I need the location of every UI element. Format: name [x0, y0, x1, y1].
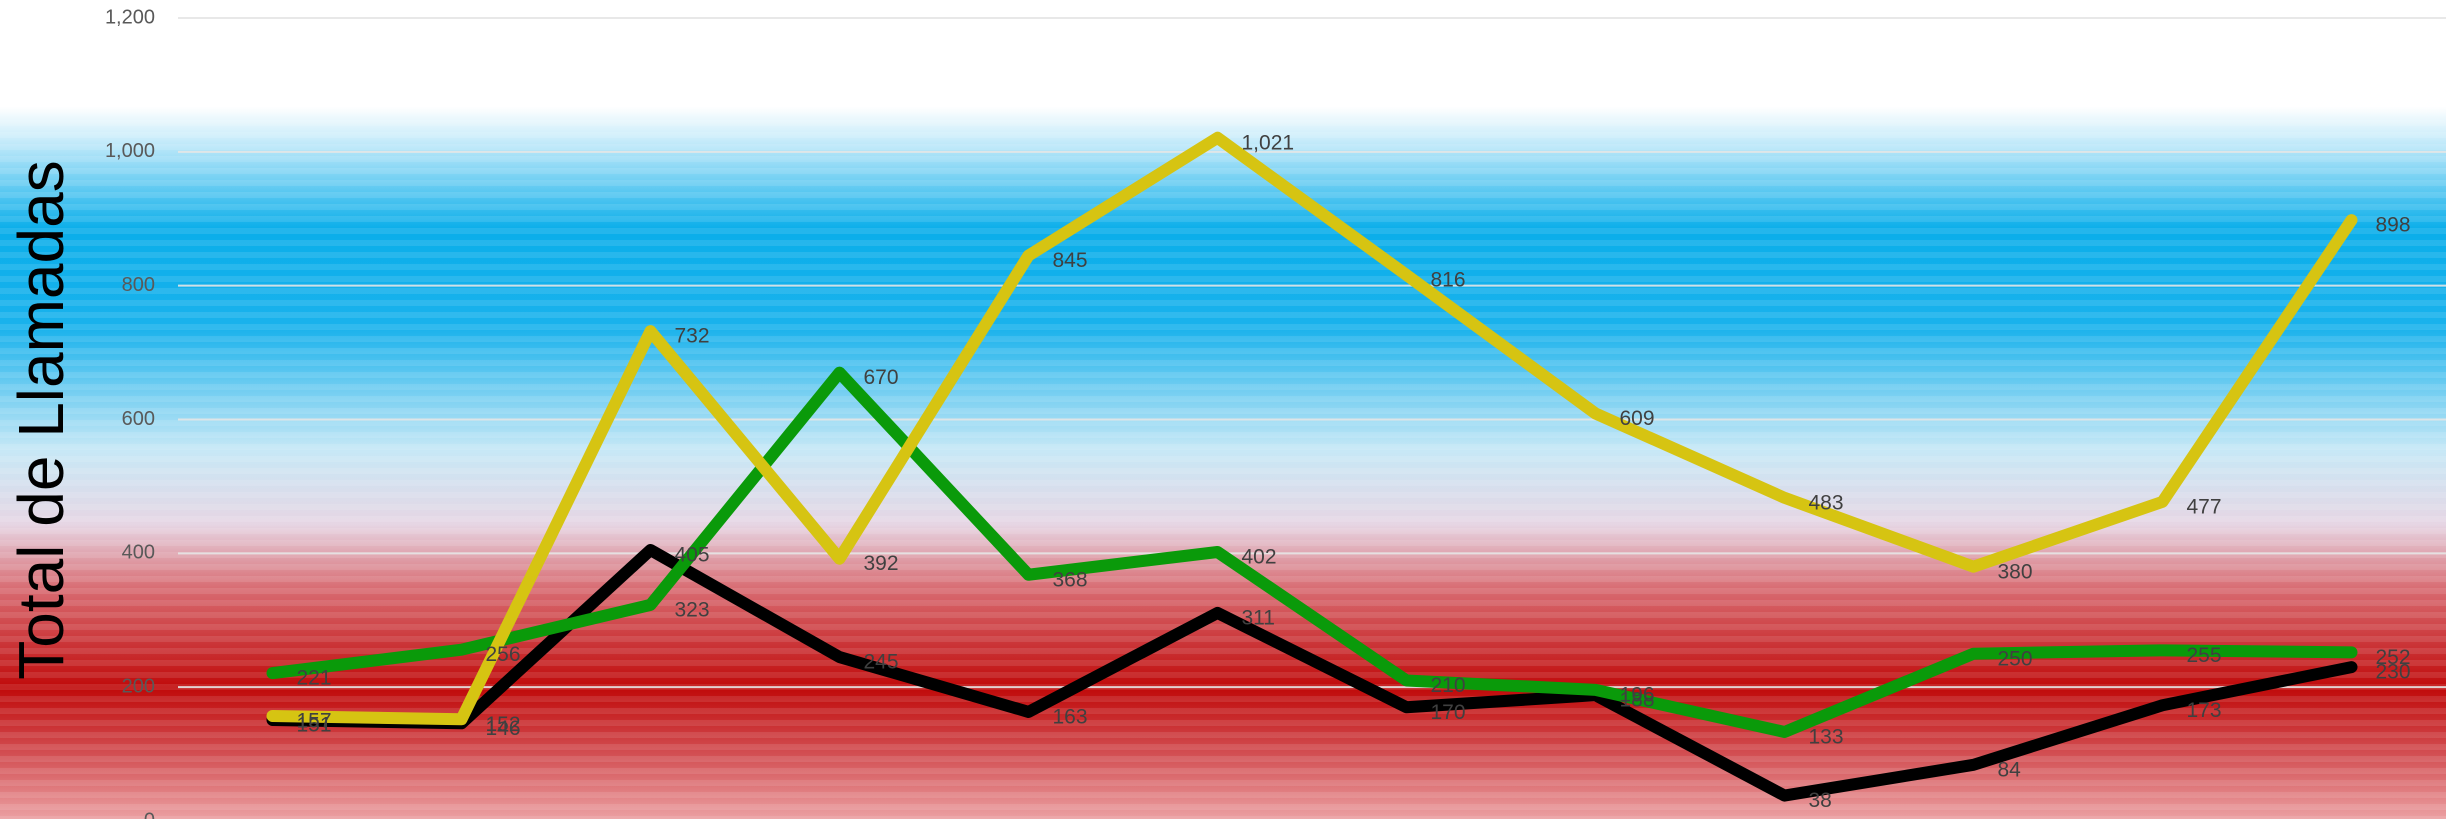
data-label: 133: [1809, 726, 1844, 749]
data-label: 732: [675, 325, 710, 348]
y-tick-label: 400: [122, 542, 155, 564]
data-label: 250: [1998, 647, 2033, 670]
data-label: 84: [1998, 758, 2022, 781]
data-label: 210: [1431, 674, 1466, 697]
data-label: 230: [2376, 661, 2411, 684]
data-label: 670: [864, 366, 899, 389]
data-label: 196: [1620, 683, 1655, 706]
data-label: 380: [1998, 560, 2033, 583]
y-tick-label: 600: [122, 408, 155, 430]
data-label: 402: [1242, 546, 1277, 569]
data-label: 405: [675, 544, 710, 567]
data-label: 477: [2187, 495, 2222, 518]
data-label: 323: [675, 598, 710, 621]
series-line: [266, 366, 2358, 739]
data-label: 157: [297, 709, 332, 732]
data-label: 151: [297, 714, 332, 737]
data-label: 609: [1620, 407, 1655, 430]
y-tick-label: 1,000: [105, 140, 155, 162]
y-tick-label: 200: [122, 675, 155, 697]
data-label: 898: [2376, 214, 2411, 237]
data-label: 173: [2187, 699, 2222, 722]
y-tick-label: 1,200: [105, 6, 155, 28]
data-label: 146: [486, 717, 521, 740]
y-tick-label: 0: [144, 809, 155, 819]
data-label: 845: [1053, 249, 1088, 272]
series-line: [266, 131, 2358, 726]
data-label: 245: [864, 651, 899, 674]
y-tick-label: 800: [122, 274, 155, 296]
series-line: [266, 543, 2358, 802]
data-label: 170: [1431, 701, 1466, 724]
data-label: 311: [1242, 606, 1275, 629]
data-label: 368: [1053, 568, 1088, 591]
data-label: 816: [1431, 269, 1466, 292]
data-label: 152: [486, 713, 521, 736]
data-label: 221: [297, 667, 332, 690]
data-label: 483: [1809, 491, 1844, 514]
data-label: 252: [2376, 646, 2411, 669]
y-axis-title: Total de Llamadas: [5, 160, 77, 679]
data-label: 188: [1620, 689, 1655, 712]
background-stripes: [0, 110, 2446, 819]
data-label: 163: [1053, 705, 1088, 728]
data-label: 38: [1809, 789, 1832, 812]
data-label: 1,021: [1242, 131, 1295, 154]
data-label: 256: [486, 643, 521, 666]
data-label: 392: [864, 552, 899, 575]
data-label: 255: [2187, 644, 2222, 667]
